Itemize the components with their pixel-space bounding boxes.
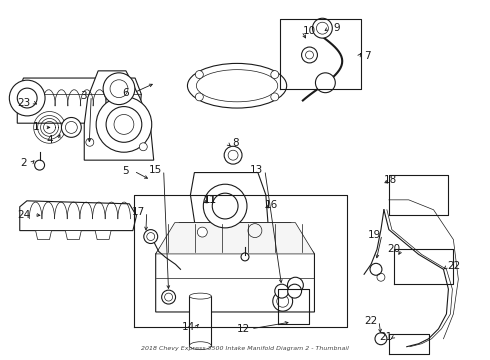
Text: 20: 20 [387, 244, 400, 255]
Text: 7: 7 [364, 51, 370, 61]
Text: 16: 16 [265, 200, 278, 210]
Text: 21: 21 [379, 332, 392, 342]
Circle shape [139, 143, 147, 151]
Circle shape [288, 284, 301, 298]
Text: 2: 2 [21, 158, 27, 168]
Circle shape [61, 117, 81, 137]
Circle shape [197, 227, 207, 237]
Polygon shape [190, 296, 211, 346]
Circle shape [196, 93, 203, 101]
Ellipse shape [188, 63, 287, 108]
Text: 5: 5 [122, 166, 129, 176]
Circle shape [271, 93, 279, 101]
Text: 8: 8 [232, 138, 239, 148]
Polygon shape [65, 231, 81, 239]
Text: 24: 24 [17, 210, 30, 220]
Circle shape [196, 71, 203, 78]
Text: 10: 10 [303, 26, 316, 36]
Ellipse shape [190, 293, 211, 299]
Polygon shape [191, 172, 270, 247]
Text: 22: 22 [447, 261, 460, 271]
Text: 14: 14 [182, 322, 195, 332]
Text: 6: 6 [122, 88, 129, 98]
Circle shape [275, 284, 289, 298]
Circle shape [313, 18, 332, 38]
Text: 11: 11 [204, 195, 217, 205]
Text: 18: 18 [384, 175, 397, 185]
Polygon shape [156, 223, 315, 254]
Circle shape [241, 253, 249, 261]
Circle shape [162, 290, 175, 304]
Text: 11: 11 [203, 195, 217, 205]
Ellipse shape [190, 342, 211, 350]
Text: 17: 17 [132, 207, 146, 217]
Text: 2018 Chevy Express 3500 Intake Manifold Diagram 2 - Thumbnail: 2018 Chevy Express 3500 Intake Manifold … [141, 346, 349, 351]
Text: 22: 22 [365, 316, 378, 326]
Text: 19: 19 [368, 230, 381, 239]
Circle shape [224, 146, 242, 164]
Polygon shape [36, 231, 51, 239]
Circle shape [273, 291, 293, 311]
Circle shape [86, 138, 94, 146]
Text: 4: 4 [46, 135, 53, 145]
Circle shape [203, 184, 247, 228]
Circle shape [9, 80, 45, 116]
Text: 23: 23 [17, 98, 30, 108]
Circle shape [35, 160, 45, 170]
Circle shape [103, 73, 135, 105]
Text: 13: 13 [250, 165, 264, 175]
Polygon shape [95, 231, 111, 239]
Circle shape [288, 277, 303, 293]
Text: 3: 3 [80, 91, 87, 101]
Text: 12: 12 [236, 324, 249, 334]
Text: 15: 15 [149, 165, 162, 175]
Polygon shape [156, 223, 315, 312]
Polygon shape [20, 201, 136, 231]
Circle shape [316, 73, 335, 93]
Circle shape [96, 96, 152, 152]
Text: 1: 1 [33, 122, 40, 132]
Circle shape [301, 47, 318, 63]
Text: 9: 9 [333, 23, 340, 33]
Circle shape [271, 71, 279, 78]
Polygon shape [84, 71, 154, 160]
Circle shape [375, 333, 387, 345]
Circle shape [370, 264, 382, 275]
Polygon shape [17, 78, 141, 123]
Circle shape [144, 230, 158, 243]
